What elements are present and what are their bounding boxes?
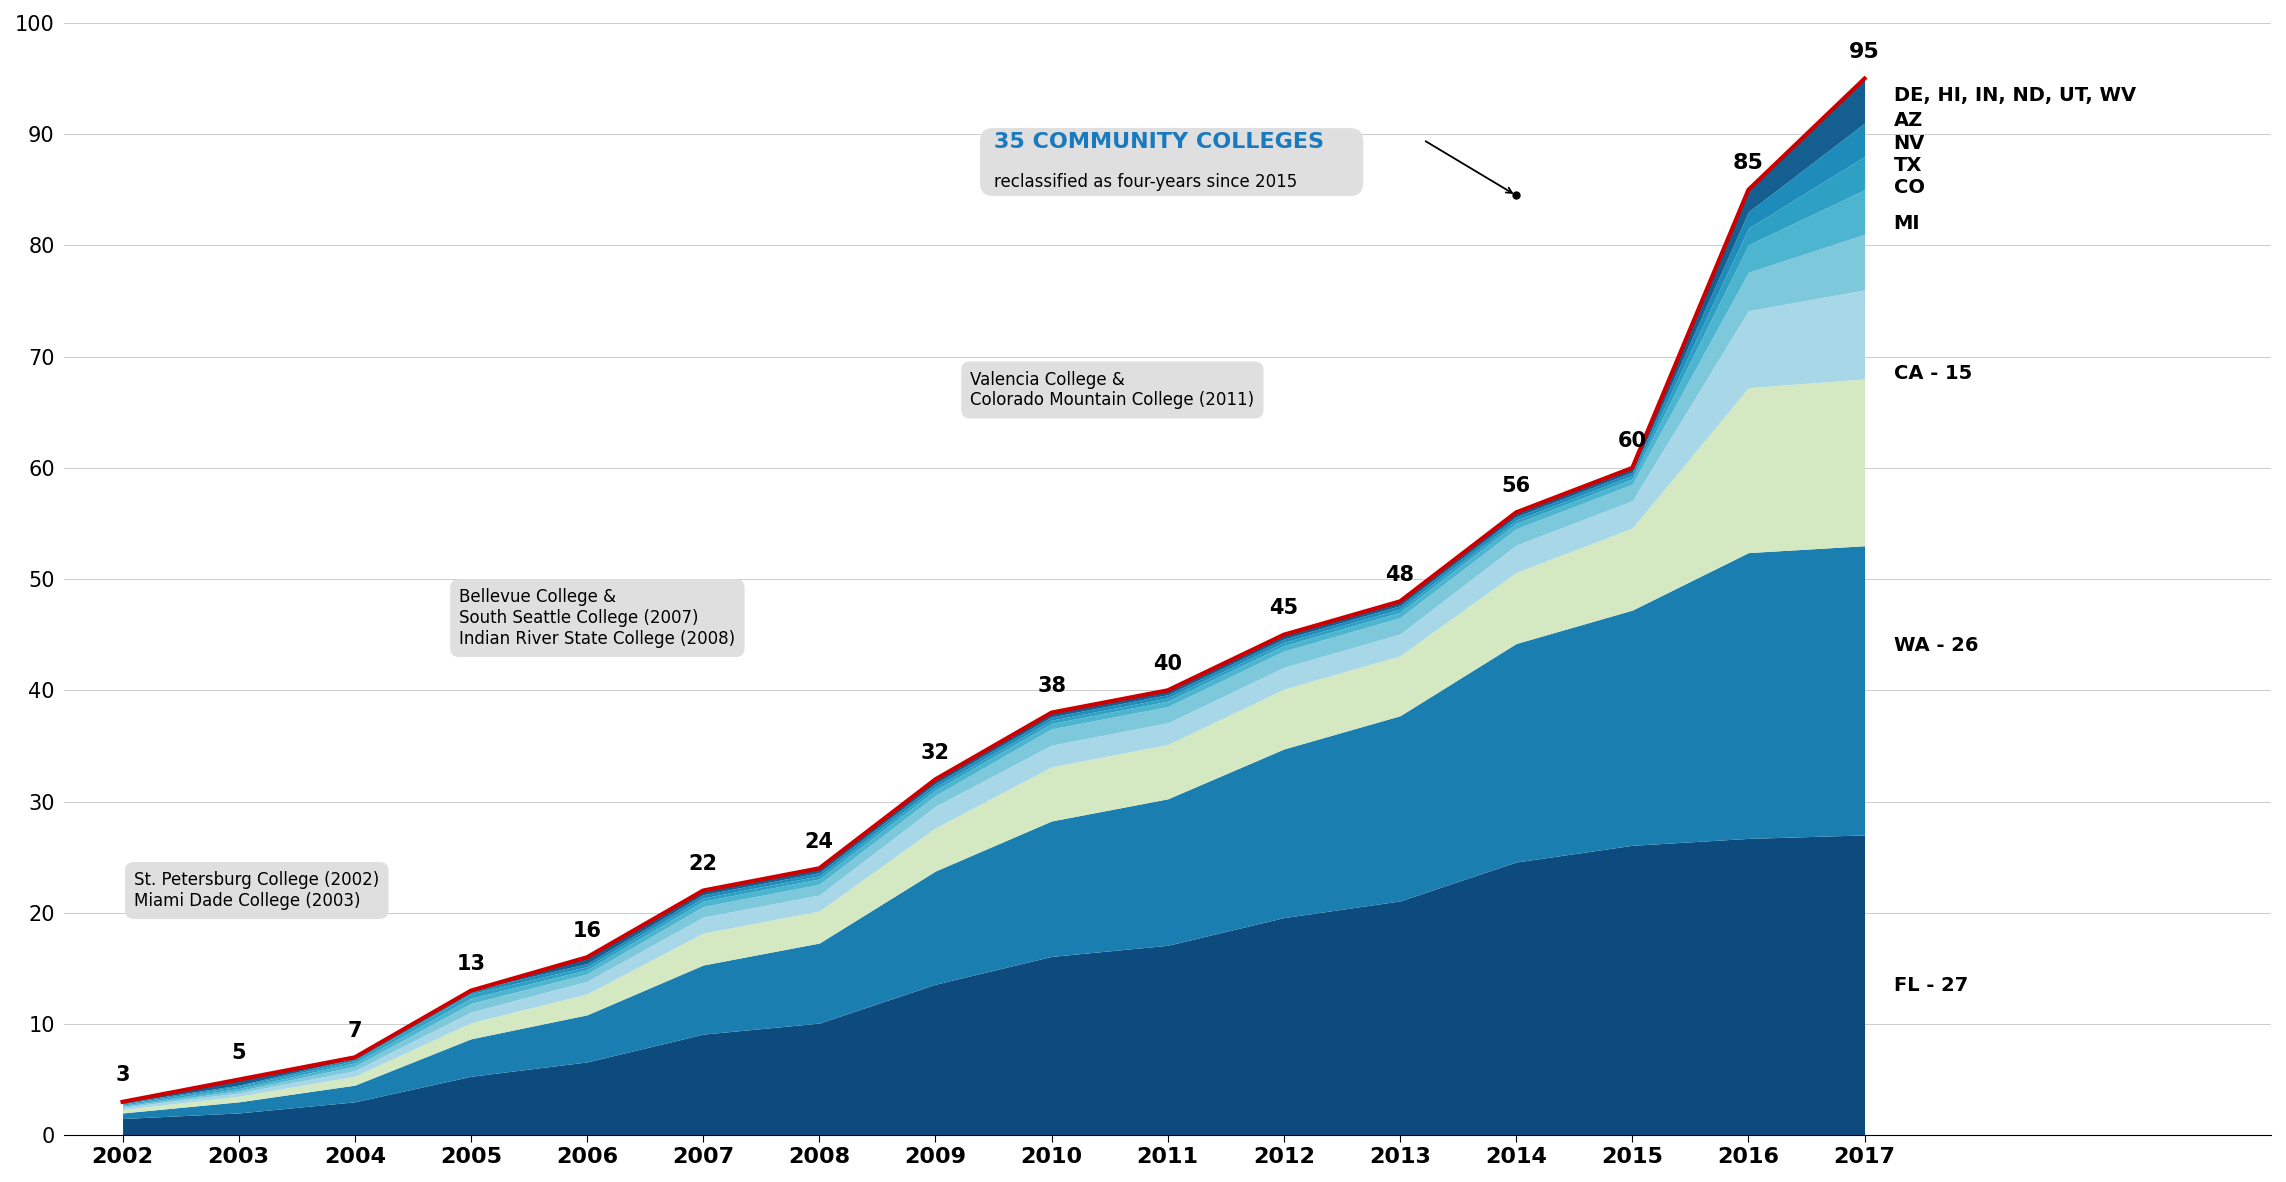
Text: 40: 40 bbox=[1152, 654, 1182, 674]
Text: 85: 85 bbox=[1733, 154, 1765, 173]
Text: TX: TX bbox=[1893, 156, 1923, 175]
Text: 7: 7 bbox=[347, 1021, 361, 1040]
Text: WA - 26: WA - 26 bbox=[1893, 636, 1977, 655]
Text: 60: 60 bbox=[1618, 431, 1646, 452]
Text: 95: 95 bbox=[1849, 41, 1879, 61]
Text: 16: 16 bbox=[572, 921, 601, 941]
Text: reclassified as four-years since 2015: reclassified as four-years since 2015 bbox=[994, 173, 1296, 191]
Text: 24: 24 bbox=[805, 832, 834, 851]
Text: Valencia College &
Colorado Mountain College (2011): Valencia College & Colorado Mountain Col… bbox=[969, 371, 1255, 409]
Text: 35 COMMUNITY COLLEGES: 35 COMMUNITY COLLEGES bbox=[994, 132, 1324, 152]
Text: NV: NV bbox=[1893, 134, 1925, 152]
Text: 45: 45 bbox=[1269, 598, 1298, 618]
Text: Bellevue College &
South Seattle College (2007)
Indian River State College (2008: Bellevue College & South Seattle College… bbox=[459, 589, 736, 648]
Text: FL - 27: FL - 27 bbox=[1893, 975, 1968, 994]
Text: 32: 32 bbox=[921, 742, 951, 762]
Text: DE, HI, IN, ND, UT, WV: DE, HI, IN, ND, UT, WV bbox=[1893, 86, 2135, 105]
Text: 5: 5 bbox=[231, 1043, 247, 1063]
Text: 56: 56 bbox=[1502, 475, 1532, 495]
Text: MI: MI bbox=[1893, 214, 1920, 233]
Text: St. Petersburg College (2002)
Miami Dade College (2003): St. Petersburg College (2002) Miami Dade… bbox=[135, 871, 379, 910]
Text: AZ: AZ bbox=[1893, 111, 1923, 130]
Text: CA - 15: CA - 15 bbox=[1893, 364, 1973, 383]
Text: 48: 48 bbox=[1385, 565, 1415, 585]
Text: 22: 22 bbox=[688, 853, 718, 873]
Text: 13: 13 bbox=[457, 954, 485, 974]
Text: 3: 3 bbox=[114, 1065, 130, 1085]
Text: 38: 38 bbox=[1038, 676, 1065, 696]
Text: 35 COMMUNITY COLLEGES
reclassified as four-years since 2015: 35 COMMUNITY COLLEGES reclassified as fo… bbox=[994, 142, 1349, 182]
Text: CO: CO bbox=[1893, 178, 1925, 197]
